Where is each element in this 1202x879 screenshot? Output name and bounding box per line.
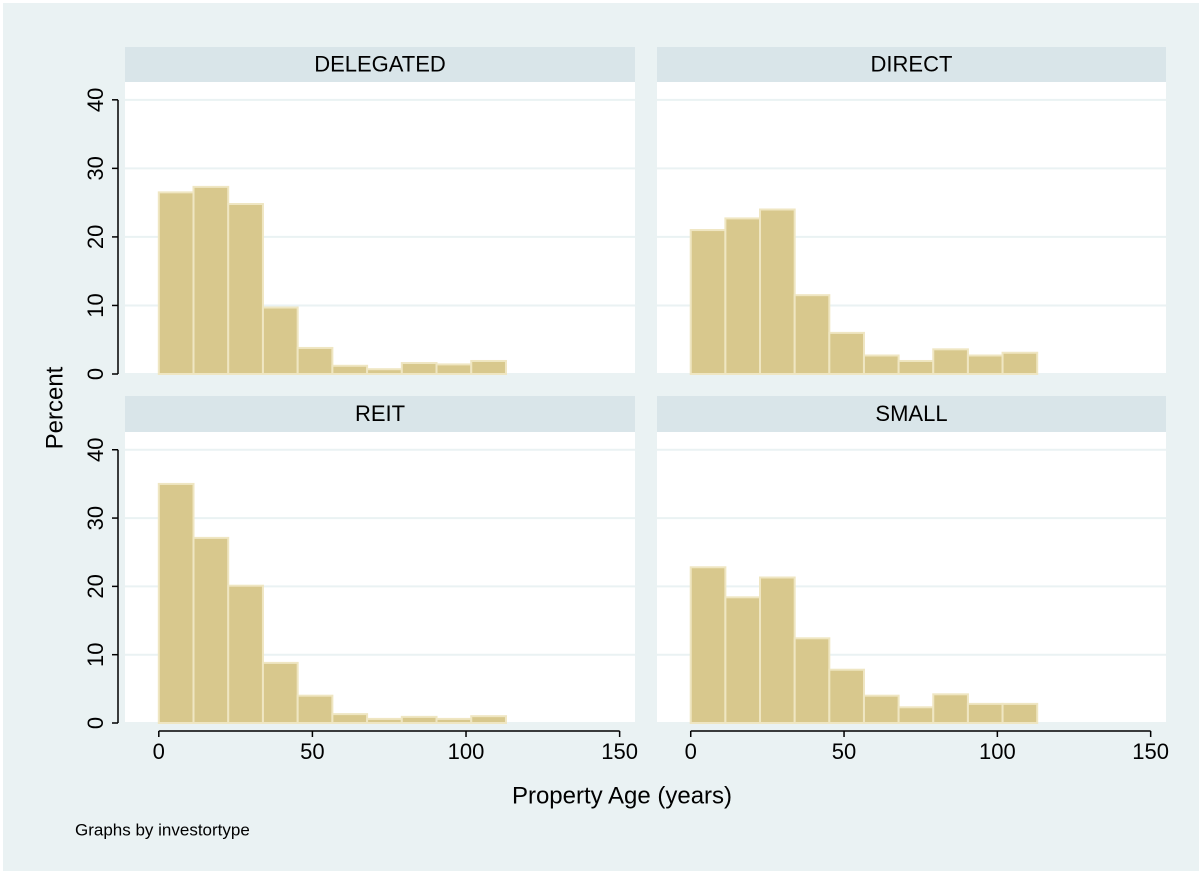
bar [966, 354, 1004, 375]
y-tick-label: 10 [83, 642, 108, 666]
bar [1001, 702, 1039, 724]
bar [828, 331, 865, 375]
bar [1001, 351, 1039, 375]
bar [435, 363, 473, 375]
bar [400, 715, 438, 724]
x-tick-label: 50 [300, 739, 324, 764]
bar [724, 596, 762, 725]
x-axis-label: Property Age (years) [512, 782, 732, 809]
x-tick-label: 50 [832, 739, 856, 764]
bar [470, 715, 507, 724]
bar [897, 359, 935, 376]
y-tick-label: 20 [83, 574, 108, 598]
y-tick-label: 40 [83, 88, 108, 112]
panel-header [125, 396, 635, 432]
note: Graphs by investortype [75, 820, 250, 839]
bar [689, 229, 727, 375]
x-tick-label: 150 [1132, 739, 1169, 764]
bar [966, 702, 1004, 724]
y-tick-label: 0 [83, 368, 108, 380]
bar [689, 566, 727, 725]
x-tick-label: 0 [685, 739, 697, 764]
bar [366, 717, 403, 725]
x-tick-label: 0 [153, 739, 165, 764]
bar [828, 668, 865, 725]
x-tick-label: 150 [601, 739, 638, 764]
bar [157, 482, 195, 724]
panel-header [125, 47, 635, 82]
bar [470, 359, 507, 376]
panel-title: DELEGATED [314, 51, 446, 76]
bar [435, 717, 473, 725]
bar [227, 584, 264, 725]
y-tick-label: 10 [83, 293, 108, 317]
bar [331, 713, 369, 724]
bar [261, 661, 299, 725]
x-tick-label: 100 [979, 739, 1016, 764]
y-tick-label: 30 [83, 156, 108, 180]
y-tick-label: 40 [83, 438, 108, 462]
panel-title: DIRECT [871, 51, 953, 76]
bar [261, 306, 299, 376]
bar [932, 693, 969, 725]
panel-title: SMALL [875, 401, 947, 426]
bar [296, 694, 334, 725]
panel-title: REIT [355, 401, 405, 426]
bar [897, 706, 935, 725]
x-tick-label: 100 [448, 739, 485, 764]
bar [932, 348, 969, 375]
bar [192, 185, 230, 375]
panel-header [657, 47, 1166, 82]
panel-header [657, 396, 1166, 432]
bar [862, 354, 900, 375]
bar [157, 191, 195, 375]
bar [759, 576, 796, 724]
bar [862, 694, 900, 725]
bar [227, 203, 264, 375]
y-tick-label: 20 [83, 225, 108, 249]
bar [366, 368, 403, 375]
bar [296, 346, 334, 376]
y-axis-label: Percent [41, 366, 68, 449]
y-tick-label: 30 [83, 506, 108, 530]
bar [400, 362, 438, 376]
bar [724, 217, 762, 375]
bar [331, 364, 369, 376]
bar [192, 536, 230, 725]
bar [793, 294, 831, 375]
bar [793, 637, 831, 724]
bar [759, 208, 796, 375]
y-tick-label: 0 [83, 717, 108, 729]
